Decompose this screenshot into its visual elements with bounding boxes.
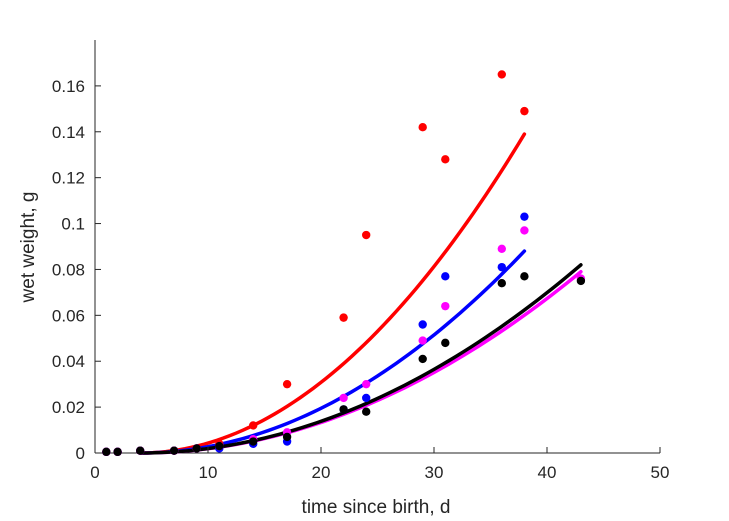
data-point-series-0 <box>497 70 506 79</box>
data-point-series-3 <box>113 447 122 457</box>
fit-curve-3 <box>138 263 583 455</box>
y-tick-label: 0.08 <box>52 260 85 279</box>
y-tick-label: 0.02 <box>52 398 85 417</box>
data-point-series-0 <box>441 155 450 164</box>
data-point-series-3 <box>339 405 348 414</box>
x-tick-label: 20 <box>312 463 331 482</box>
data-point-series-3 <box>136 446 145 455</box>
data-point-series-3 <box>192 444 201 453</box>
data-point-series-2 <box>339 393 348 403</box>
y-tick-label: 0.06 <box>52 306 85 325</box>
data-point-series-2 <box>362 379 371 389</box>
data-point-series-3 <box>215 441 224 451</box>
data-point-series-1 <box>497 262 506 272</box>
y-tick-label: 0.04 <box>52 352 85 371</box>
ticks: 0 10 20 30 40 50 0 0.02 0.04 0.06 0.08 0.1 0.12 0.14 0… <box>52 77 670 482</box>
fit-curve-0 <box>138 132 527 455</box>
data-point-series-3 <box>282 432 292 442</box>
data-point-series-2 <box>441 301 450 311</box>
data-point-series-0 <box>520 106 529 116</box>
data-point-series-3 <box>576 276 586 286</box>
data-point-series-0 <box>362 230 371 240</box>
y-tick-label: 0.14 <box>52 123 85 142</box>
data-point-series-3 <box>497 279 506 288</box>
data-point-series-0 <box>339 313 348 322</box>
data-point-series-0 <box>282 379 292 389</box>
data-point-series-1 <box>418 320 427 329</box>
data-point-series-3 <box>362 407 371 416</box>
data-point-series-0 <box>249 421 258 430</box>
y-tick-label: 0.16 <box>52 77 85 96</box>
data-point-series-0 <box>418 122 427 132</box>
data-point-series-1 <box>520 212 529 221</box>
axes <box>94 40 660 454</box>
data-point-series-3 <box>169 446 179 455</box>
data-points <box>102 70 586 457</box>
x-tick-label: 50 <box>651 463 670 482</box>
fit-curves <box>138 132 583 455</box>
data-point-series-3 <box>520 272 529 281</box>
y-tick-label: 0 <box>76 444 85 463</box>
data-point-series-3 <box>418 354 427 364</box>
data-point-series-3 <box>249 437 258 446</box>
data-point-series-3 <box>441 338 450 348</box>
data-point-series-1 <box>441 272 450 281</box>
y-tick-label: 0.1 <box>61 215 85 234</box>
x-axis-label: time since birth, d <box>302 497 451 518</box>
y-axis-label: wet weight, g <box>18 192 39 304</box>
x-tick-label: 10 <box>199 463 218 482</box>
data-point-series-2 <box>520 226 529 235</box>
data-point-series-3 <box>102 447 111 457</box>
fit-curve-2 <box>138 269 583 455</box>
x-tick-label: 30 <box>425 463 444 482</box>
x-tick-label: 0 <box>90 463 99 482</box>
data-point-series-2 <box>497 244 506 253</box>
data-point-series-1 <box>362 393 371 403</box>
y-tick-label: 0.12 <box>52 169 85 188</box>
data-point-series-2 <box>418 336 427 345</box>
x-tick-label: 40 <box>538 463 557 482</box>
